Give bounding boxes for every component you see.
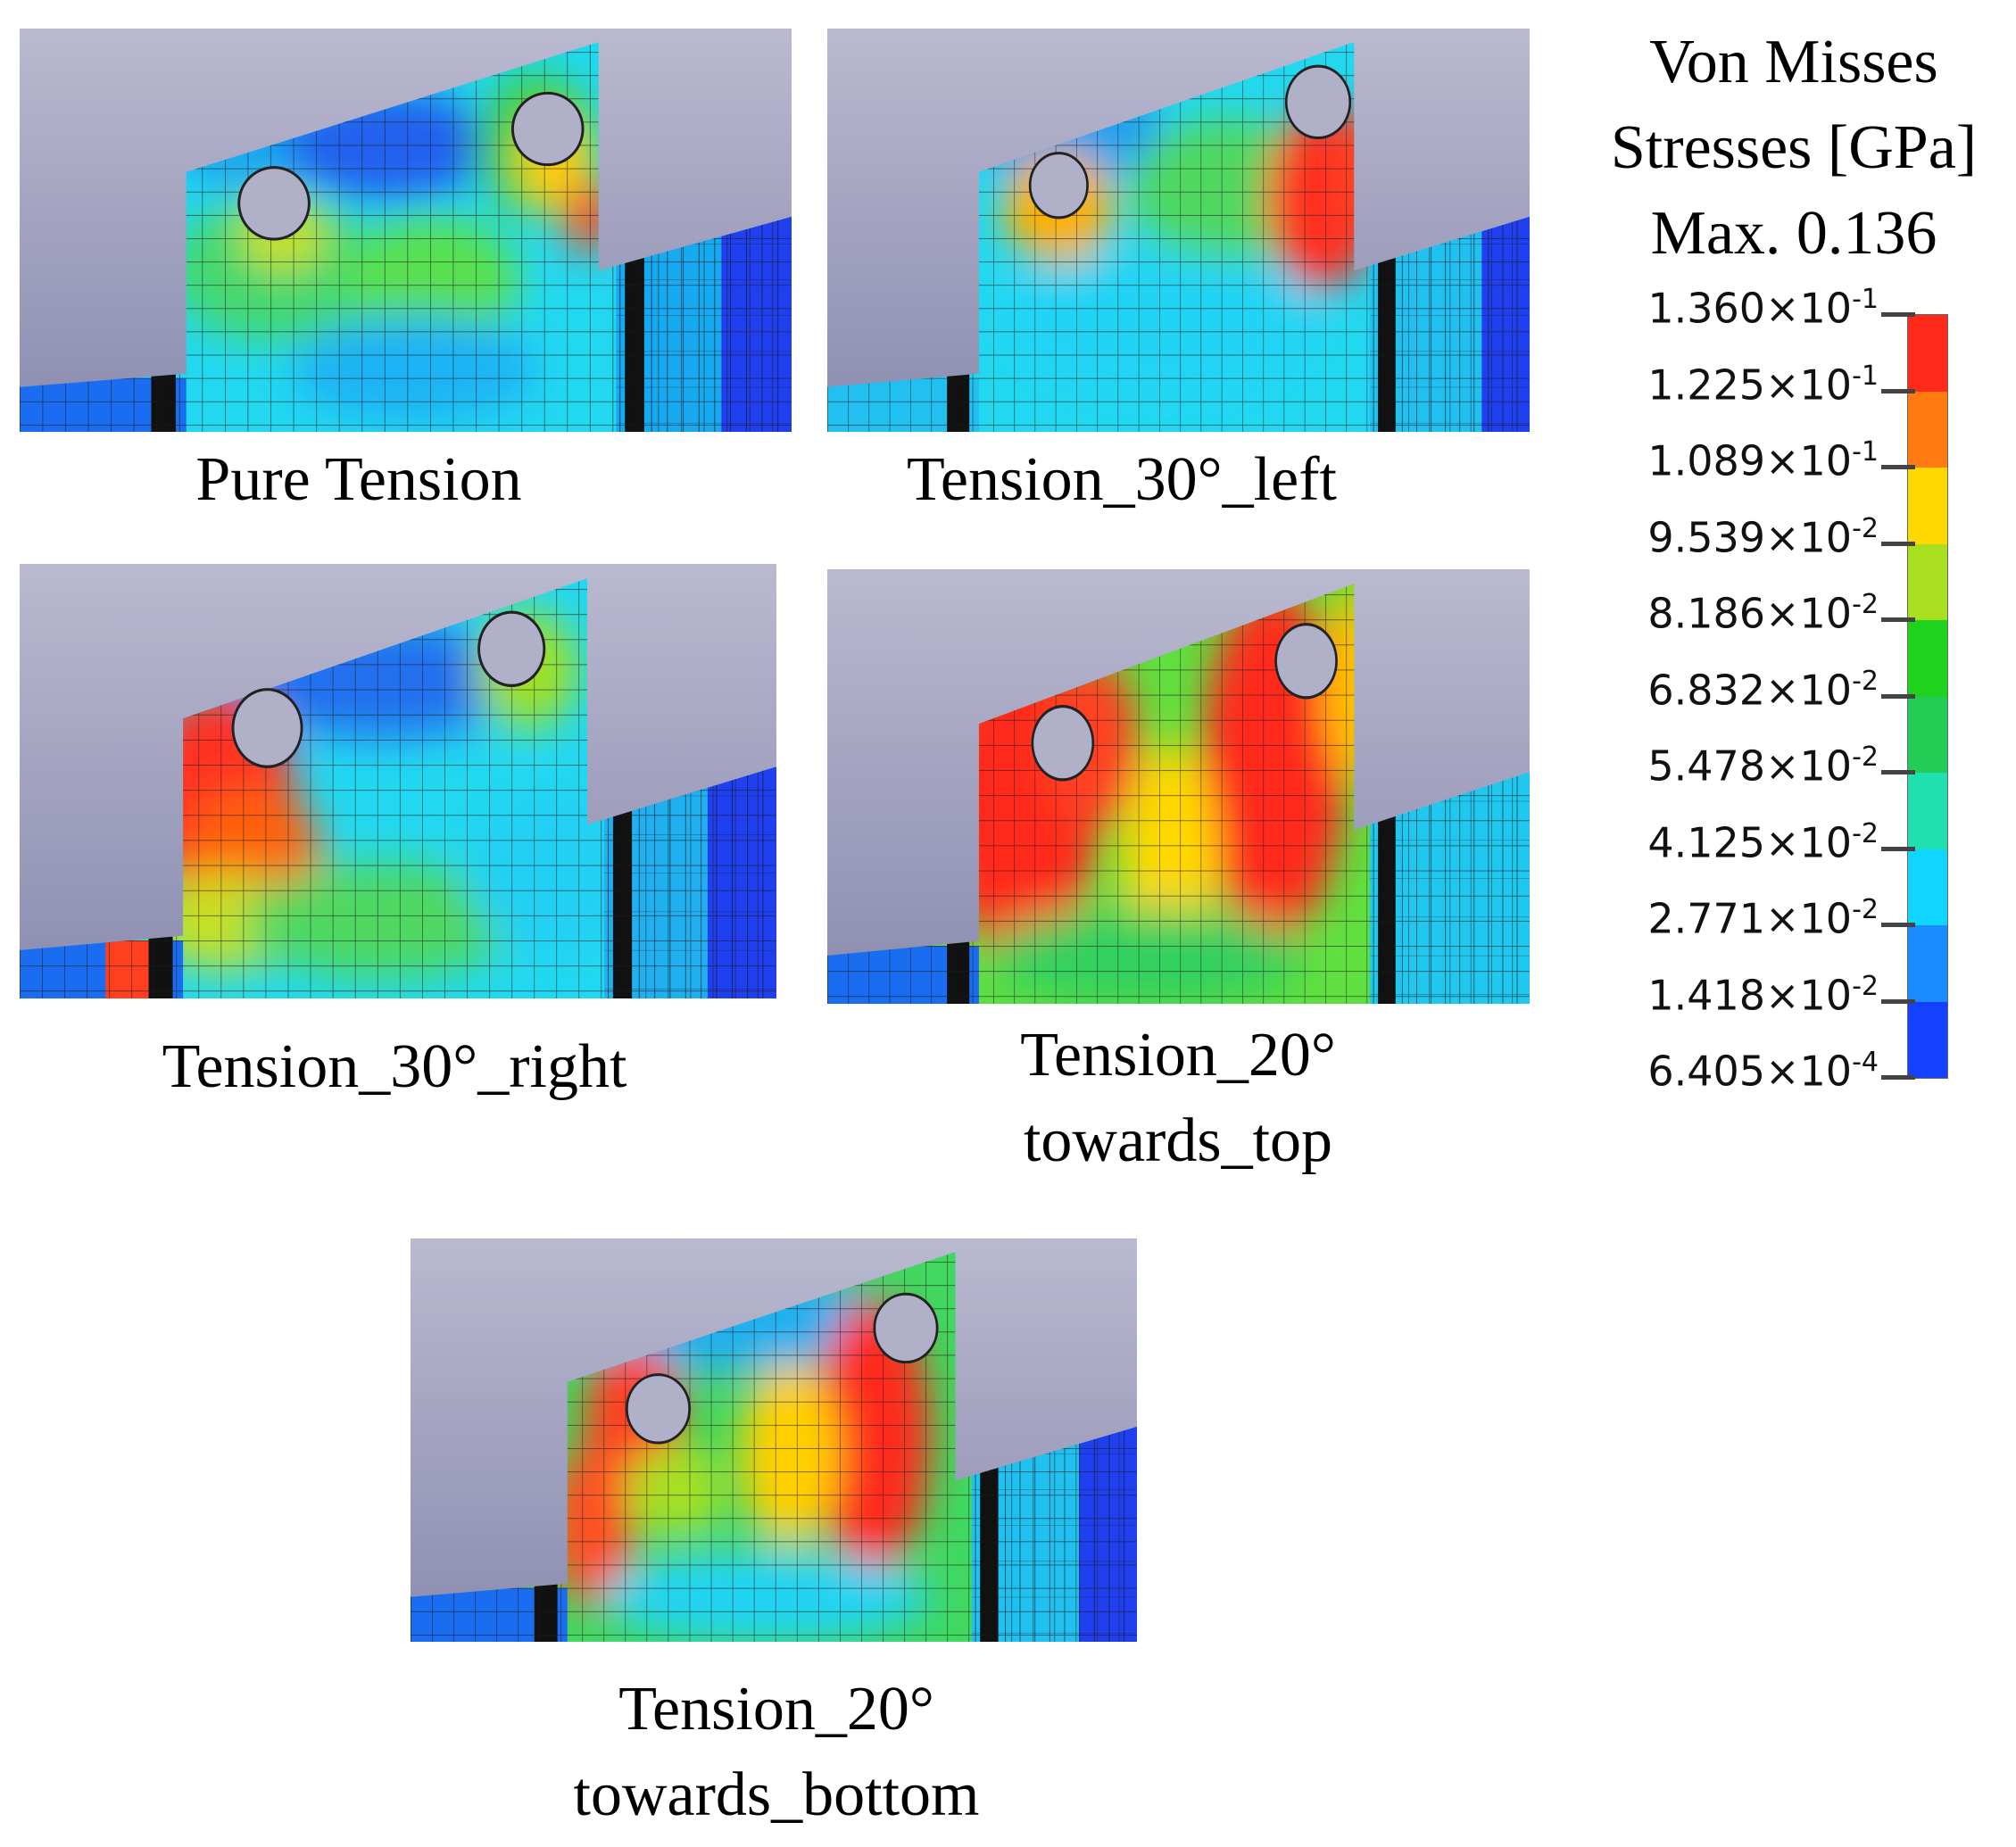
legend-tick-mark [1881,998,1915,1004]
fea-panel-pure-tension [20,29,792,432]
legend-tick-label: 5.478×10-2 [1647,741,1879,791]
legend-tick-mark [1881,312,1915,317]
caption-tension-30-left: Tension_30°_left [907,445,1337,514]
fea-panel-tension-30-left [827,29,1530,432]
legend-tick-label: 1.360×10-1 [1647,284,1879,333]
legend-tick-label: 6.832×10-2 [1647,665,1879,714]
legend-tick-label: 8.186×10-2 [1647,589,1879,638]
legend-tick-mark [1881,846,1915,851]
legend-tick-mark [1881,770,1915,774]
legend-tick-mark [1881,693,1915,699]
legend-tick-label: 9.539×10-2 [1647,512,1879,561]
legend-tick-label: 1.418×10-2 [1647,970,1879,1019]
legend-colorbar [1907,314,1948,1079]
caption-tension-20-towards-bottom: Tension_20° towards_bottom [573,1675,980,1829]
colorbar-band [1908,315,1947,392]
caption-tension-20-towards-top: Tension_20° towards_top [1020,1021,1336,1175]
legend-tick-mark [1881,388,1915,393]
colorbar-band [1908,543,1947,620]
caption-pure-tension: Pure Tension [195,445,522,514]
legend-tick-mark [1881,541,1915,546]
colorbar-band [1908,925,1947,1002]
legend-tick-label: 4.125×10-2 [1647,817,1879,866]
colorbar-band [1908,468,1947,544]
colorbar-band [1908,620,1947,697]
fea-panel-tension-20-towards-bottom [411,1238,1137,1642]
legend-tick-mark [1881,923,1915,927]
colorbar-band [1908,849,1947,925]
colorbar-band [1908,1001,1947,1078]
legend-tick-mark [1881,1075,1915,1080]
legend-tick-label: 1.225×10-1 [1647,360,1879,409]
legend-title: Von Misses Stresses [GPa] Max. 0.136 [1610,28,1978,268]
legend-tick-label: 2.771×10-2 [1647,894,1879,943]
colorbar-band [1908,391,1947,468]
legend-tick-mark [1881,465,1915,469]
colorbar-band [1908,773,1947,849]
caption-tension-30-right: Tension_30°_right [162,1032,627,1101]
legend-tick-label: 1.089×10-1 [1647,436,1879,485]
colorbar-band [1908,696,1947,773]
legend-tick-mark [1881,617,1915,622]
fea-panel-tension-30-right [20,564,776,998]
fea-panel-tension-20-towards-top [827,569,1530,1004]
legend-tick-label: 6.405×10-4 [1647,1047,1879,1096]
